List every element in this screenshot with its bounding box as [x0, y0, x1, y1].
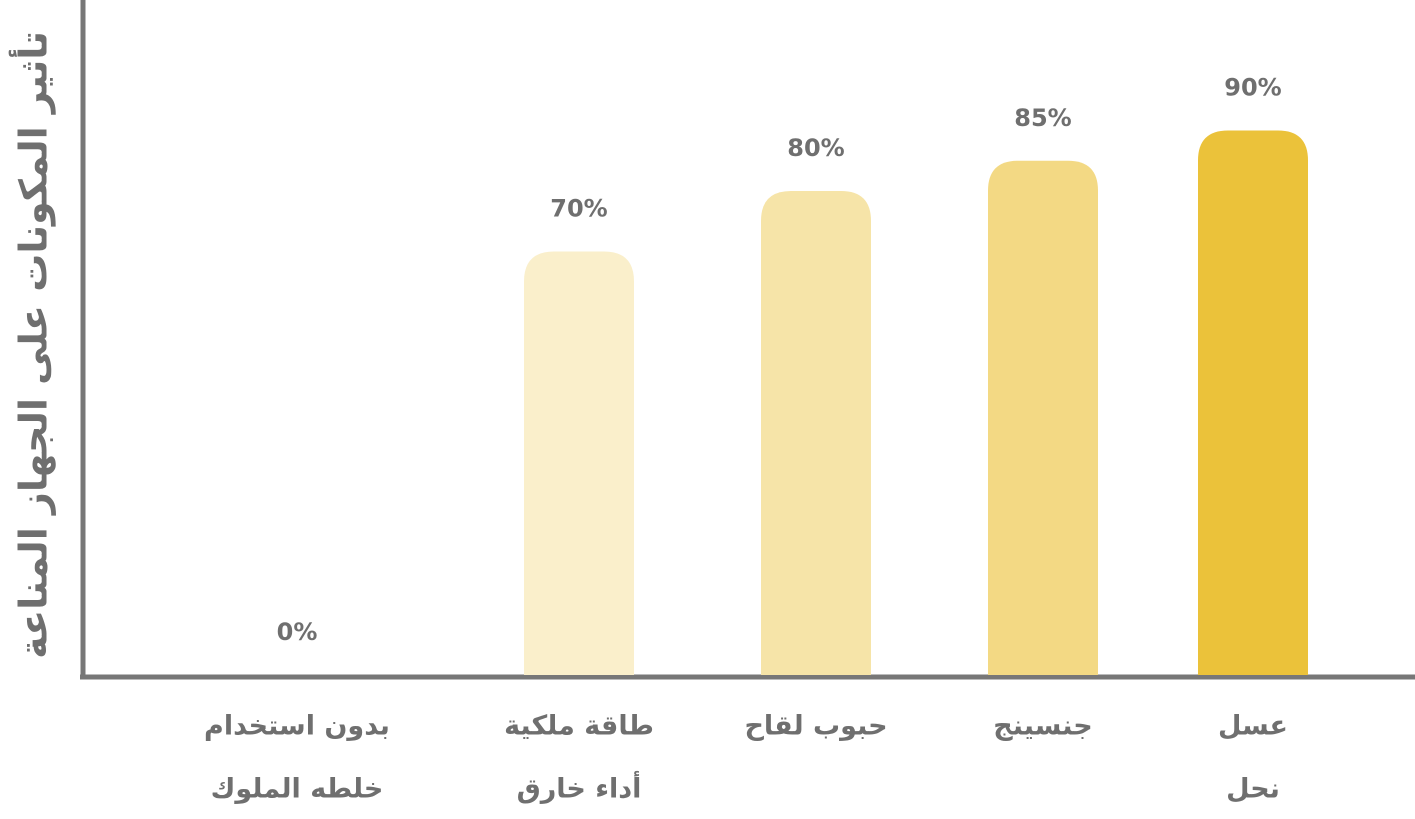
value-label: 0% — [277, 618, 318, 646]
x-tick-label: نحل — [1226, 774, 1280, 805]
x-tick-label: أداء خارق — [517, 771, 642, 805]
value-label: 70% — [550, 195, 607, 223]
x-tick-label: عسل — [1218, 711, 1288, 742]
value-label: 90% — [1224, 74, 1281, 102]
bar — [1198, 130, 1308, 675]
x-tick-label: حبوب لقاح — [744, 711, 887, 742]
x-tick-label: بدون استخدام — [204, 711, 390, 742]
bar — [761, 191, 871, 675]
bar — [988, 160, 1098, 675]
bar — [524, 251, 634, 675]
x-tick-label: خلطه الملوك — [211, 774, 384, 805]
value-label: 85% — [1014, 104, 1071, 132]
x-tick-label: جنسينج — [993, 711, 1092, 742]
x-tick-label: طاقة ملكية — [504, 711, 654, 742]
value-label: 80% — [787, 134, 844, 162]
y-axis-label: تأثير المكونات على الجهاز المناعة — [9, 31, 56, 659]
